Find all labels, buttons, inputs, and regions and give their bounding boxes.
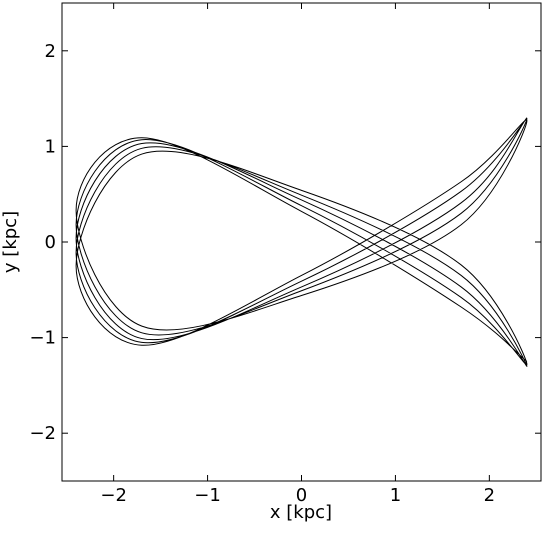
- y-tick-label: −2: [29, 423, 56, 444]
- plot-frame: [61, 2, 542, 482]
- y-tick-label: 0: [45, 232, 56, 253]
- y-tick-label: 1: [45, 136, 56, 157]
- y-tick-label: −1: [29, 328, 56, 349]
- y-axis-label: y [kpc]: [0, 211, 21, 273]
- y-tick-label: 2: [45, 41, 56, 62]
- x-tick-label: 1: [390, 485, 401, 506]
- x-tick-label: 2: [484, 485, 495, 506]
- x-tick-label: −1: [194, 485, 221, 506]
- x-tick-label: 0: [296, 485, 307, 506]
- x-tick-label: −2: [100, 485, 127, 506]
- x-axis-label: x [kpc]: [270, 502, 332, 523]
- orbit-line: [75, 117, 528, 367]
